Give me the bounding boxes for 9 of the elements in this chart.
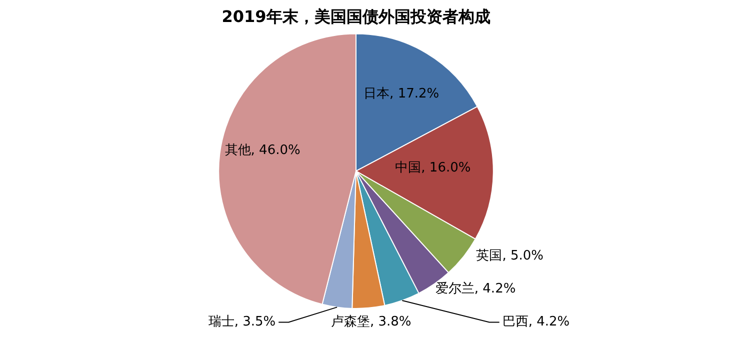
slice-label: 日本, 17.2%: [364, 86, 440, 102]
slice-label: 瑞士, 3.5%: [208, 314, 276, 330]
chart-title: 2019年末，美国国债外国投资者构成: [222, 6, 490, 26]
slice-label: 英国, 5.0%: [476, 248, 544, 264]
slice-label: 爱尔兰, 4.2%: [435, 282, 516, 297]
slice-label: 卢森堡, 3.8%: [330, 314, 412, 330]
slice-label: 中国, 16.0%: [395, 160, 471, 176]
slice-label: 巴西, 4.2%: [502, 314, 570, 330]
slice-label: 其他, 46.0%: [224, 142, 300, 158]
